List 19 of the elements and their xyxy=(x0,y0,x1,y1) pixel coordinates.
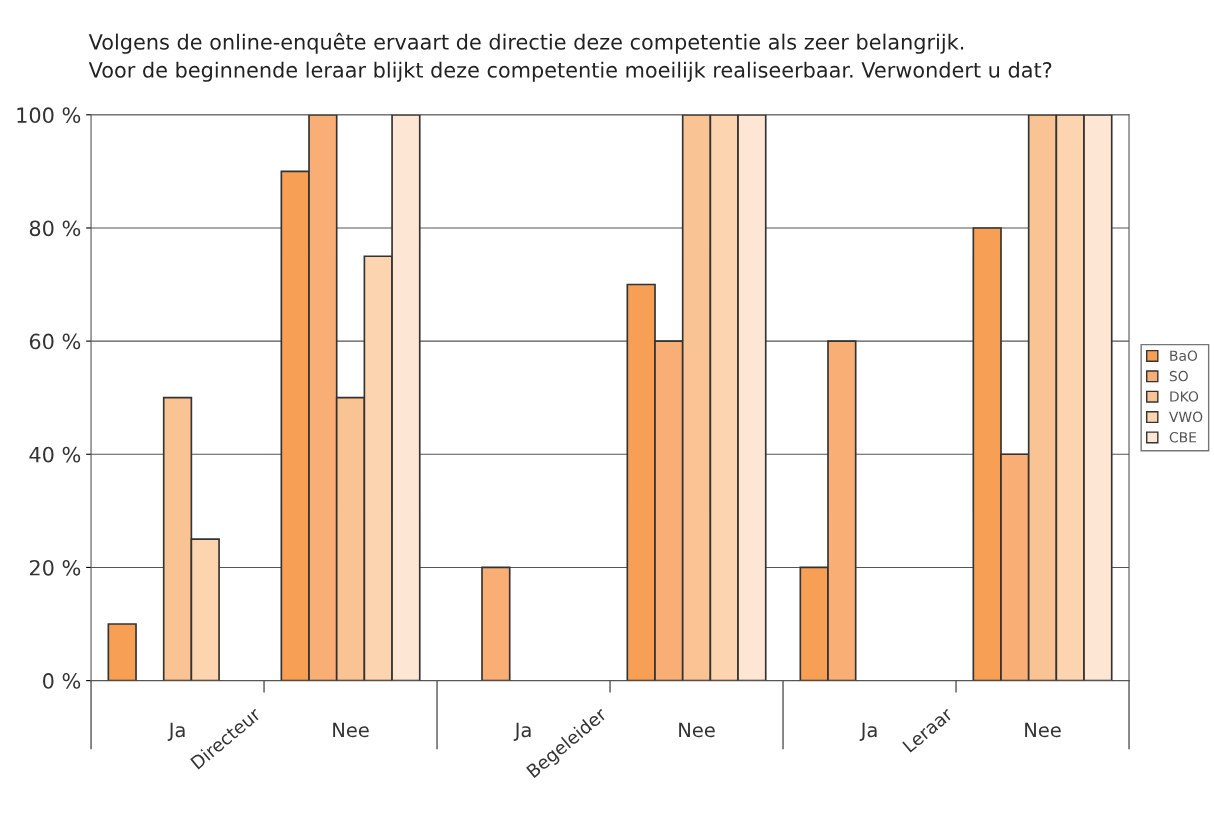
y-tick-label: 80 % xyxy=(29,220,81,237)
legend-label: CBE xyxy=(1169,432,1197,443)
y-tick-label: 0 % xyxy=(43,673,81,689)
bar xyxy=(107,623,137,681)
x-tick-label: Nee xyxy=(1025,722,1061,738)
y-tick-label: 100 % xyxy=(17,107,81,124)
legend-label: BaO xyxy=(1170,350,1198,361)
legend-label: VWO xyxy=(1169,411,1203,423)
y-tick-label: 60 % xyxy=(29,333,81,350)
y-tick-label: 40 % xyxy=(29,446,81,463)
x-tick-label: Nee xyxy=(333,722,369,738)
bar xyxy=(481,566,511,681)
y-tick-label: 20 % xyxy=(29,559,81,576)
x-tick-label: Ja xyxy=(859,722,877,741)
x-tick-label: Nee xyxy=(679,722,715,738)
legend-label: DKO xyxy=(1170,391,1199,402)
legend-label: SO xyxy=(1169,370,1188,382)
x-tick-label: Ja xyxy=(167,722,185,741)
chart-title: Volgens de online-enquête ervaart de directie deze competentie als zeer belangrijk. Voor de beginnende leraar blijkt deze competentie moeilijk realiseerbaar. Verwondert u dat? xyxy=(88,32,1052,82)
